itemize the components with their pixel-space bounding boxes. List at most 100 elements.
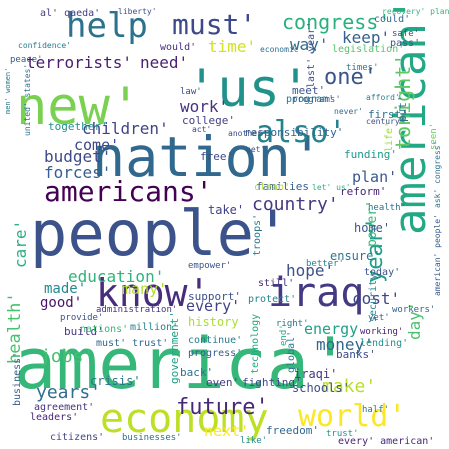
cloud-word: help [66,6,148,46]
cloud-word: good' [40,295,82,311]
cloud-word: let' us' [312,183,351,192]
cloud-word: crisis' [90,374,141,388]
cloud-word: progress' [188,348,242,359]
cloud-word: programs' [292,95,341,105]
cloud-word: liberty' [118,7,157,16]
cloud-word: iraq [268,270,364,316]
cloud-word: every' [186,297,240,315]
cloud-word: way' [290,35,329,54]
cloud-word: plan' [352,168,397,186]
cloud-word: every' american' [338,436,434,447]
cloud-word: america' [14,323,351,405]
cloud-word: tonight' [391,54,415,150]
cloud-word: day' [405,301,424,340]
cloud-word: back' [180,366,213,379]
cloud-word: one' [324,65,377,90]
cloud-word: put' [396,96,409,123]
cloud-word: pass' [390,38,420,49]
cloud-word: children' [82,119,169,138]
cloud-word: college' [182,114,235,127]
cloud-word: workers' [392,305,435,315]
cloud-word: made' [44,281,86,297]
cloud-word: meet' [292,84,325,97]
cloud-word: freedom' [266,424,319,437]
cloud-word: legislation' [332,44,404,55]
cloud-word: americans' [44,175,213,208]
cloud-word: health' [368,203,406,213]
cloud-word: trust' [326,429,359,439]
cloud-word: must' [172,8,256,41]
cloud-word: iraqi' [294,367,337,381]
cloud-word: american' [385,0,436,235]
cloud-word: would' [160,42,196,53]
cloud-word: ensure' [330,249,381,263]
cloud-word: 'us' [186,59,311,119]
cloud-word: global' [286,331,297,373]
cloud-word: world' [298,399,406,434]
cloud-word: law' [180,87,202,97]
cloud-word: right' [276,319,309,329]
cloud-word: economic' [260,45,303,54]
cloud-word: people' [30,197,291,270]
cloud-word: next' [204,422,249,440]
cloud-word: responsibility' [244,126,343,139]
cloud-word: al' qaeda' [40,8,100,19]
cloud-word: take' [208,203,244,217]
cloud-word: act' [192,125,211,134]
cloud-word: build' [64,325,104,338]
cloud-word: afford' [366,93,400,102]
cloud-word: protect' [248,294,296,305]
cloud-word: many' [122,280,167,298]
cloud-word: reform' [340,185,386,198]
cloud-word: leaders' [30,412,78,423]
cloud-word: citizens' [50,432,104,443]
cloud-word: history [188,315,239,329]
cloud-word: empower' [188,261,231,271]
cloud-word: get' [246,145,265,154]
cloud-word: fighting' [242,376,302,389]
cloud-word: troops' [252,214,263,256]
cloud-word: cost' [352,289,400,308]
cloud-word: still' [258,278,294,289]
cloud-word: hope' [286,261,334,280]
cloud-word: men' women' [4,68,12,114]
cloud-word: working' [360,327,403,337]
cloud-word: century' [366,117,405,126]
cloud-word: must' trust' [96,338,168,349]
cloud-word: american' people' [433,214,442,296]
cloud-word: united' states' [23,64,32,136]
cloud-word: come' [74,136,119,154]
cloud-word: education' [68,267,164,286]
cloud-word: technology [250,314,261,374]
cloud-word: clean' [254,182,290,193]
cloud-word: forces' [44,163,111,182]
cloud-word: end' [279,324,289,346]
cloud-word: year' [363,217,388,283]
cloud-word: future' [176,395,269,420]
cloud-word: support' [188,290,241,303]
cloud-word: ask' congress' [433,141,442,208]
cloud-word: make' [322,376,376,397]
cloud-word: keep' [342,28,390,47]
cloud-word: budget' [44,147,111,166]
cloud-word: power' [365,200,380,247]
cloud-word: last' year' [306,22,317,88]
cloud-word: also' [256,115,346,150]
cloud-word: program' [286,94,334,105]
cloud-word: jobs' [40,346,94,367]
cloud-word: energy [304,320,358,338]
cloud-word: health' [5,292,25,364]
cloud-word: agreement' [34,402,94,413]
cloud-word: seen' [429,123,439,150]
cloud-word: home' [354,221,390,235]
cloud-word: times' [346,63,379,73]
cloud-word: banks' [336,348,376,361]
cloud-word: economy [100,396,269,442]
cloud-word: country' [252,194,339,215]
cloud-word: even' [206,376,239,389]
cloud-word: like' [240,436,267,446]
cloud-word: know' [96,271,210,315]
cloud-word: confidence' [18,41,71,50]
cloud-word: recovery' plan' [382,7,449,16]
